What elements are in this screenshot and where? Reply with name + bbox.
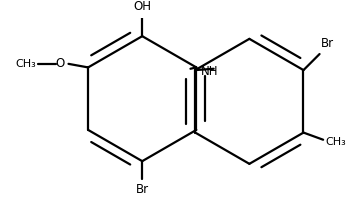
Text: Br: Br: [321, 37, 334, 50]
Text: CH₃: CH₃: [16, 59, 36, 69]
Text: CH₃: CH₃: [325, 136, 346, 147]
Text: NH: NH: [201, 65, 219, 78]
Text: O: O: [56, 57, 65, 70]
Text: Br: Br: [136, 183, 149, 196]
Text: OH: OH: [133, 0, 151, 13]
